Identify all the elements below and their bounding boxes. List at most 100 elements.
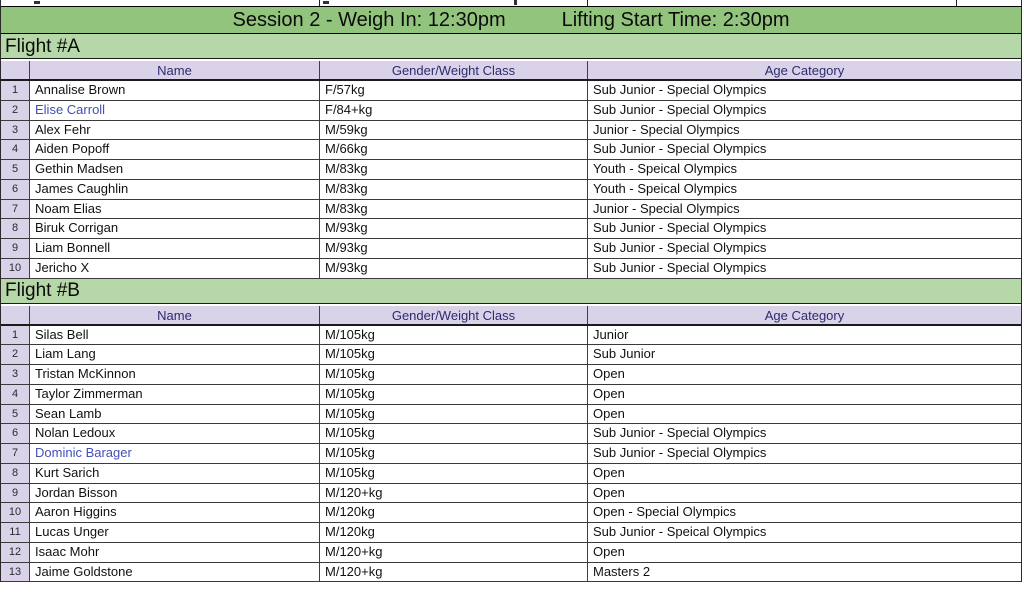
table-row: 4 Aiden Popoff M/66kg Sub Junior - Speci… — [1, 140, 1021, 160]
row-number: 10 — [1, 503, 29, 522]
age-category-cell: Open — [587, 542, 1021, 562]
age-category-cell: Sub Junior - Special Olympics — [587, 100, 1021, 120]
age-category-cell: Sub Junior - Special Olympics — [587, 239, 1021, 258]
gender-weight-cell: M/105kg — [319, 463, 587, 483]
table-row: 11 Lucas Unger M/120kg Sub Junior - Spei… — [1, 523, 1021, 543]
gender-weight-cell: M/105kg — [319, 444, 587, 463]
table-row: 5 Sean Lamb M/105kg Open — [1, 404, 1021, 425]
table-row: 9 Liam Bonnell M/93kg Sub Junior - Speci… — [1, 239, 1021, 259]
row-number: 9 — [1, 239, 29, 258]
row-number-column-header — [1, 305, 29, 324]
lifter-name-cell: Noam Elias — [29, 199, 319, 219]
age-category-cell: Open — [587, 384, 1021, 404]
age-category-cell: Open - Special Olympics — [587, 503, 1021, 522]
flight-title-label: Flight #B — [5, 280, 80, 301]
age-category-cell: Youth - Speical Olympics — [587, 160, 1021, 179]
age-category-cell: Open — [587, 483, 1021, 503]
lifter-name-cell: Alex Fehr — [29, 120, 319, 140]
age-category-cell: Sub Junior - Special Olympics — [587, 444, 1021, 463]
table-row: 3 Alex Fehr M/59kg Junior - Special Olym… — [1, 120, 1021, 141]
lifter-name-cell: Silas Bell — [29, 325, 319, 345]
clipped-text-remnant — [323, 1, 329, 4]
flight-section: Flight #B Name Gender/Weight Class Age C… — [1, 278, 1021, 583]
row-number: 5 — [1, 404, 29, 424]
session-banner: Session 2 - Weigh In: 12:30pm Lifting St… — [1, 7, 1021, 34]
flight-title-band: Flight #B — [1, 278, 1021, 304]
lifter-name-cell: Kurt Sarich — [29, 463, 319, 483]
row-number: 11 — [1, 523, 29, 542]
cell-border — [956, 0, 957, 6]
table-header-row: Name Gender/Weight Class Age Category — [1, 305, 1021, 326]
lifter-name-cell: Aaron Higgins — [29, 503, 319, 522]
gender-weight-cell: M/120+kg — [319, 562, 587, 582]
cell-border — [587, 0, 588, 6]
flight-title-band: Flight #A — [1, 34, 1021, 59]
table-row: 2 Elise Carroll F/84+kg Sub Junior - Spe… — [1, 100, 1021, 121]
gender-weight-cell: M/83kg — [319, 179, 587, 199]
gender-weight-cell: M/120kg — [319, 503, 587, 522]
lifter-name-cell: Jericho X — [29, 258, 319, 278]
age-category-column-header: Age Category — [587, 61, 1021, 79]
lifter-name-cell: Aiden Popoff — [29, 140, 319, 159]
lifter-name-cell: Isaac Mohr — [29, 542, 319, 562]
lifter-name-cell: Tristan McKinnon — [29, 365, 319, 384]
row-number: 8 — [1, 463, 29, 483]
lifter-name-cell: Sean Lamb — [29, 404, 319, 424]
row-number: 8 — [1, 219, 29, 238]
gender-weight-cell: M/120kg — [319, 523, 587, 542]
age-category-cell: Junior — [587, 325, 1021, 345]
gender-weight-cell: M/93kg — [319, 258, 587, 278]
age-category-column-header: Age Category — [587, 305, 1021, 324]
table-row: 10 Aaron Higgins M/120kg Open - Special … — [1, 503, 1021, 523]
flight-rows: 1 Silas Bell M/105kg Junior 2 Liam Lang … — [1, 325, 1021, 583]
lifter-name-link[interactable]: Dominic Barager — [29, 444, 319, 463]
clipped-text-remnant — [34, 1, 40, 4]
lifter-name-cell: Gethin Madsen — [29, 160, 319, 179]
age-category-cell: Masters 2 — [587, 562, 1021, 582]
gender-weight-cell: M/105kg — [319, 345, 587, 364]
gender-weight-cell: M/105kg — [319, 325, 587, 345]
age-category-cell: Sub Junior - Special Olympics — [587, 219, 1021, 238]
row-number: 6 — [1, 424, 29, 443]
row-number: 10 — [1, 258, 29, 278]
row-number-column-header — [1, 61, 29, 79]
flight-sections: Flight #A Name Gender/Weight Class Age C… — [1, 34, 1021, 583]
row-number: 12 — [1, 542, 29, 562]
session-start-time-text: Lifting Start Time: 2:30pm — [561, 8, 790, 31]
lifter-name-link[interactable]: Elise Carroll — [29, 100, 319, 120]
row-number: 5 — [1, 160, 29, 179]
age-category-cell: Junior - Special Olympics — [587, 199, 1021, 219]
age-category-cell: Sub Junior - Special Olympics — [587, 258, 1021, 278]
row-number: 4 — [1, 384, 29, 404]
table-row: 8 Biruk Corrigan M/93kg Sub Junior - Spe… — [1, 219, 1021, 239]
age-category-cell: Sub Junior — [587, 345, 1021, 364]
table-row: 1 Annalise Brown F/57kg Sub Junior - Spe… — [1, 81, 1021, 101]
table-row: 6 Nolan Ledoux M/105kg Sub Junior - Spec… — [1, 424, 1021, 444]
table-row: 7 Dominic Barager M/105kg Sub Junior - S… — [1, 444, 1021, 464]
section-divider — [1, 303, 1021, 306]
table-header-row: Name Gender/Weight Class Age Category — [1, 61, 1021, 81]
gender-weight-column-header: Gender/Weight Class — [319, 61, 587, 79]
row-number: 1 — [1, 81, 29, 100]
row-number: 13 — [1, 562, 29, 582]
age-category-cell: Sub Junior - Speical Olympics — [587, 523, 1021, 542]
table-row: 6 James Caughlin M/83kg Youth - Speical … — [1, 179, 1021, 200]
gender-weight-cell: F/57kg — [319, 81, 587, 100]
lifter-name-cell: Taylor Zimmerman — [29, 384, 319, 404]
table-row: 8 Kurt Sarich M/105kg Open — [1, 463, 1021, 484]
lifter-name-cell: Nolan Ledoux — [29, 424, 319, 443]
gender-weight-cell: M/120+kg — [319, 483, 587, 503]
age-category-cell: Open — [587, 365, 1021, 384]
gender-weight-cell: M/105kg — [319, 384, 587, 404]
row-number: 3 — [1, 120, 29, 140]
row-number: 6 — [1, 179, 29, 199]
row-number: 2 — [1, 345, 29, 364]
gender-weight-cell: M/105kg — [319, 365, 587, 384]
gender-weight-column-header: Gender/Weight Class — [319, 305, 587, 324]
gender-weight-cell: M/120+kg — [319, 542, 587, 562]
lifter-name-cell: Annalise Brown — [29, 81, 319, 100]
table-row: 13 Jaime Goldstone M/120+kg Masters 2 — [1, 562, 1021, 583]
table-row: 7 Noam Elias M/83kg Junior - Special Oly… — [1, 199, 1021, 220]
clipped-text-remnant — [514, 0, 517, 5]
age-category-cell: Sub Junior - Special Olympics — [587, 140, 1021, 159]
